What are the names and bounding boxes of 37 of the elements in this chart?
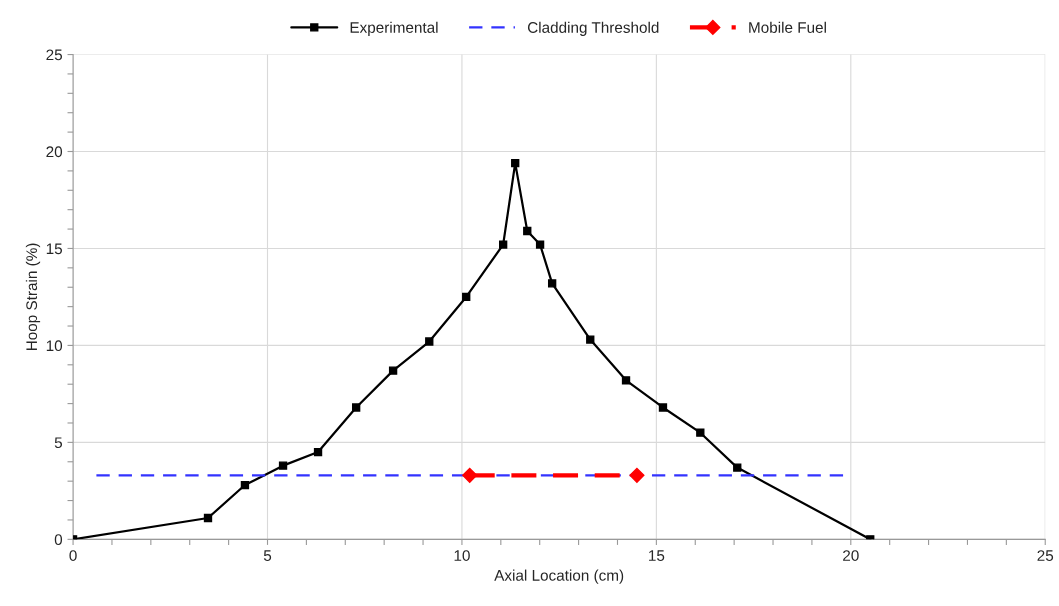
x-tick-label: 10: [454, 550, 470, 561]
y-tick-label: 5: [54, 437, 63, 449]
x-tick-label: 25: [1037, 550, 1054, 561]
point: [523, 226, 532, 236]
point: [203, 513, 213, 523]
y-tick-label: 0: [54, 534, 63, 546]
point: [733, 463, 742, 472]
legend-label: Mobile Fuel: [749, 21, 826, 33]
x-tick-label: 15: [649, 550, 665, 561]
y-tick-label: 20: [46, 146, 63, 158]
point: [425, 337, 434, 346]
point: [498, 240, 508, 249]
point: [388, 366, 398, 375]
point: [621, 376, 631, 385]
point: [462, 292, 471, 302]
point: [278, 461, 288, 470]
point: [462, 467, 478, 483]
point: [586, 335, 595, 344]
point: [658, 403, 668, 412]
x-tick-label: 0: [69, 550, 77, 561]
legend-label: Experimental: [350, 21, 438, 36]
y-tick-label: 10: [46, 340, 63, 352]
point: [629, 467, 645, 483]
point: [696, 428, 705, 437]
x-axis-title: Axial Location (cm): [494, 569, 624, 584]
x-tick-label: 5: [263, 550, 272, 561]
y-tick-label: 25: [46, 49, 63, 61]
legend-label: Cladding Threshold: [527, 21, 659, 36]
x-tick-label: 20: [843, 550, 859, 561]
point: [240, 480, 250, 490]
point: [535, 240, 545, 249]
y-tick-label: 15: [46, 243, 63, 255]
point: [351, 403, 361, 412]
point: [511, 158, 520, 168]
point: [547, 279, 557, 288]
point: [313, 447, 323, 457]
y-axis-title: Hoop Strain (%): [25, 243, 41, 351]
